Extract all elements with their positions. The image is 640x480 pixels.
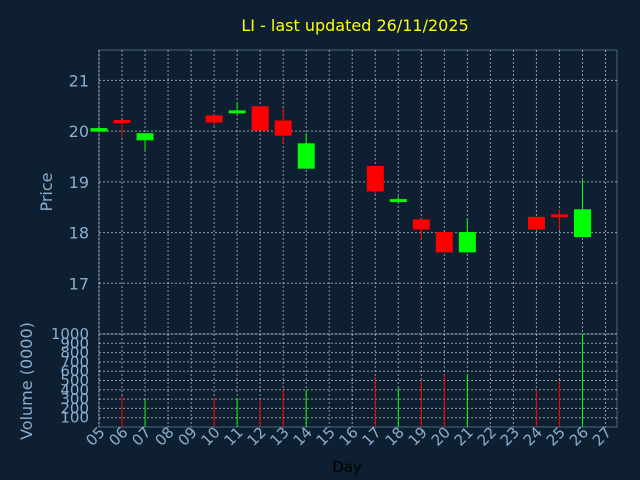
candle-body — [297, 143, 315, 169]
candle — [550, 209, 568, 230]
volume-tick-label: 200 — [60, 399, 89, 417]
candle — [297, 133, 315, 169]
x-axis-label: Day — [332, 458, 362, 476]
candle — [573, 178, 591, 238]
candle — [435, 232, 453, 253]
price-tick-label: 21 — [69, 71, 89, 90]
volume-tick-label: 100 — [60, 409, 89, 427]
price-tick-label: 20 — [69, 122, 89, 141]
candle — [205, 115, 223, 126]
volume-tick-label: 1000 — [51, 325, 89, 343]
candle-body — [366, 166, 384, 192]
candle-body — [412, 219, 430, 230]
volume-tick-label: 300 — [60, 390, 89, 408]
volume-tick-label: 900 — [60, 334, 89, 352]
candle — [366, 166, 384, 195]
price-frame — [98, 49, 618, 335]
volume-tick-label: 600 — [60, 362, 89, 380]
chart-title: LI - last updated 26/11/2025 — [241, 16, 468, 35]
candle-body — [90, 128, 108, 132]
candle-body — [389, 199, 407, 203]
candle-body — [458, 232, 476, 253]
volume-tick-label: 700 — [60, 353, 89, 371]
candle-body — [527, 216, 545, 230]
candle — [412, 219, 430, 240]
candle — [527, 216, 545, 230]
candle-body — [251, 106, 269, 131]
candle — [251, 106, 269, 131]
candle-body — [435, 232, 453, 253]
candle — [113, 119, 131, 138]
price-tick-label: 17 — [69, 274, 89, 293]
candle-body — [205, 115, 223, 123]
candle-body — [274, 120, 292, 136]
x-axis: 0506070809101112131415161718192021222324… — [82, 423, 615, 449]
candle — [228, 102, 246, 114]
candle — [458, 219, 476, 253]
candle-body — [550, 214, 568, 218]
price-axis-label: Price — [37, 172, 56, 211]
price-tick-label: 19 — [69, 173, 89, 192]
volume-axis-label: Volume (0000) — [17, 322, 36, 440]
candle — [90, 128, 108, 132]
candle-body — [228, 110, 246, 114]
candle-body — [573, 209, 591, 238]
price-tick-label: 18 — [69, 224, 89, 243]
candle — [389, 196, 407, 203]
volume-tick-label: 400 — [60, 381, 89, 399]
volume-tick-label: 800 — [60, 344, 89, 362]
price-panel: 17 18 19 20 21 — [69, 49, 618, 335]
candle-body — [136, 133, 154, 141]
candle — [136, 133, 154, 151]
candle-body — [113, 119, 131, 123]
candle — [274, 107, 292, 144]
volume-tick-label: 500 — [60, 372, 89, 390]
